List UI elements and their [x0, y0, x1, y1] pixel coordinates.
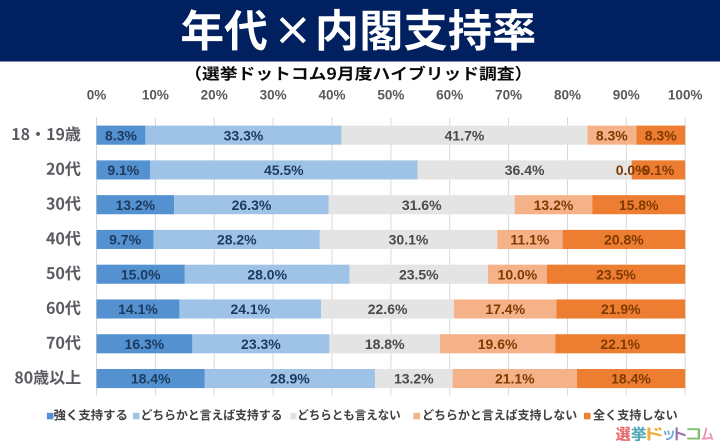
svg-text:28.0%: 28.0% — [247, 266, 287, 282]
svg-text:0.0%: 0.0% — [616, 162, 648, 178]
svg-text:19.6%: 19.6% — [478, 336, 518, 352]
svg-text:10.0%: 10.0% — [498, 266, 538, 282]
svg-text:28.2%: 28.2% — [217, 232, 257, 248]
svg-text:23.3%: 23.3% — [241, 336, 281, 352]
svg-text:14.1%: 14.1% — [118, 301, 158, 317]
svg-text:23.5%: 23.5% — [399, 266, 439, 282]
svg-text:8.3%: 8.3% — [105, 127, 137, 143]
svg-text:9.1%: 9.1% — [107, 162, 139, 178]
svg-text:8.3%: 8.3% — [596, 127, 628, 143]
svg-text:80%: 80% — [554, 87, 581, 102]
svg-text:30%: 30% — [260, 87, 287, 102]
svg-text:9.1%: 9.1% — [642, 162, 674, 178]
svg-text:11.1%: 11.1% — [510, 232, 549, 248]
svg-text:10%: 10% — [142, 87, 169, 102]
svg-text:9.7%: 9.7% — [109, 232, 141, 248]
svg-text:18.8%: 18.8% — [365, 336, 405, 352]
svg-text:23.5%: 23.5% — [596, 266, 636, 282]
svg-text:30.1%: 30.1% — [389, 232, 429, 248]
svg-text:33.3%: 33.3% — [224, 127, 264, 143]
svg-text:13.2%: 13.2% — [394, 371, 434, 387]
svg-text:20.8%: 20.8% — [604, 232, 644, 248]
svg-text:8.3%: 8.3% — [645, 127, 677, 143]
svg-text:13.2%: 13.2% — [115, 197, 155, 213]
svg-text:18.4%: 18.4% — [611, 371, 651, 387]
svg-text:41.7%: 41.7% — [445, 127, 485, 143]
svg-text:90%: 90% — [613, 87, 640, 102]
svg-text:15.0%: 15.0% — [121, 266, 161, 282]
svg-text:40%: 40% — [318, 87, 345, 102]
svg-text:70%: 70% — [495, 87, 522, 102]
svg-text:26.3%: 26.3% — [232, 197, 272, 213]
svg-text:50%: 50% — [377, 87, 404, 102]
svg-text:15.8%: 15.8% — [619, 197, 659, 213]
svg-text:21.1%: 21.1% — [495, 371, 535, 387]
svg-text:16.3%: 16.3% — [125, 336, 165, 352]
svg-text:60%: 60% — [436, 87, 463, 102]
svg-text:45.5%: 45.5% — [264, 162, 304, 178]
svg-text:20%: 20% — [201, 87, 228, 102]
svg-text:21.9%: 21.9% — [601, 301, 641, 317]
svg-text:36.4%: 36.4% — [505, 162, 545, 178]
svg-text:13.2%: 13.2% — [534, 197, 574, 213]
svg-text:100%: 100% — [668, 87, 703, 102]
svg-text:28.9%: 28.9% — [270, 371, 310, 387]
svg-text:24.1%: 24.1% — [230, 301, 270, 317]
svg-text:18.4%: 18.4% — [131, 371, 171, 387]
svg-text:22.6%: 22.6% — [368, 301, 408, 317]
svg-text:22.1%: 22.1% — [600, 336, 640, 352]
svg-text:0%: 0% — [87, 87, 107, 102]
svg-text:31.6%: 31.6% — [402, 197, 442, 213]
svg-text:17.4%: 17.4% — [485, 301, 525, 317]
